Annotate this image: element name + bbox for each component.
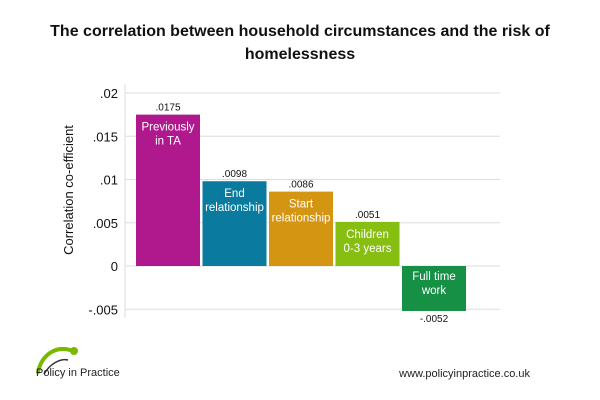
bars xyxy=(136,114,466,311)
category-label: in TA xyxy=(155,136,181,148)
logo-swoosh-icon xyxy=(36,347,72,374)
bar xyxy=(402,266,466,311)
category-label: Previously xyxy=(141,122,194,134)
y-tick-label: .005 xyxy=(93,216,118,231)
policy-in-practice-logo xyxy=(36,347,78,375)
bar xyxy=(269,191,333,266)
category-label: Children xyxy=(346,229,389,241)
category-label: work xyxy=(421,285,447,297)
data-labels: .0175 .0098 .0086 .0051 -.0052 xyxy=(155,103,448,325)
chart-title: The correlation between household circum… xyxy=(50,23,550,63)
category-label: 0-3 years xyxy=(344,243,392,255)
bar-chart: .02 .015 .01 .005 0 -.005 Correlation co-effi… xyxy=(61,84,500,325)
y-tick-labels: .02 .015 .01 .005 0 -.005 xyxy=(88,86,118,317)
bar xyxy=(136,114,200,266)
category-label: relationship xyxy=(272,213,331,225)
y-tick-label: 0 xyxy=(111,259,118,274)
category-label: relationship xyxy=(205,202,264,214)
y-tick-label: .015 xyxy=(93,129,118,144)
data-label: .0098 xyxy=(222,169,247,180)
y-tick-label: .02 xyxy=(100,86,118,101)
data-label: .0175 xyxy=(155,103,180,114)
category-label: End xyxy=(224,188,244,200)
y-tick-label: -.005 xyxy=(88,302,118,317)
data-label: .0051 xyxy=(355,210,380,221)
logo-curve-icon xyxy=(43,358,69,375)
data-label: -.0052 xyxy=(420,314,449,325)
category-label: Start xyxy=(289,199,314,211)
logo-text: Policy in Practice xyxy=(36,367,120,379)
category-labels: Previously in TA End relationship Start relat… xyxy=(141,122,455,297)
logo-dot-icon xyxy=(70,347,78,355)
y-tick-label: .01 xyxy=(100,173,118,188)
category-label: Full time xyxy=(412,271,455,283)
y-axis-label: Correlation co-efficient xyxy=(61,125,76,255)
data-label: .0086 xyxy=(288,180,313,191)
bar xyxy=(335,221,400,266)
bar xyxy=(202,181,267,266)
website-url[interactable]: www.policyinpractice.co.uk xyxy=(399,368,530,380)
